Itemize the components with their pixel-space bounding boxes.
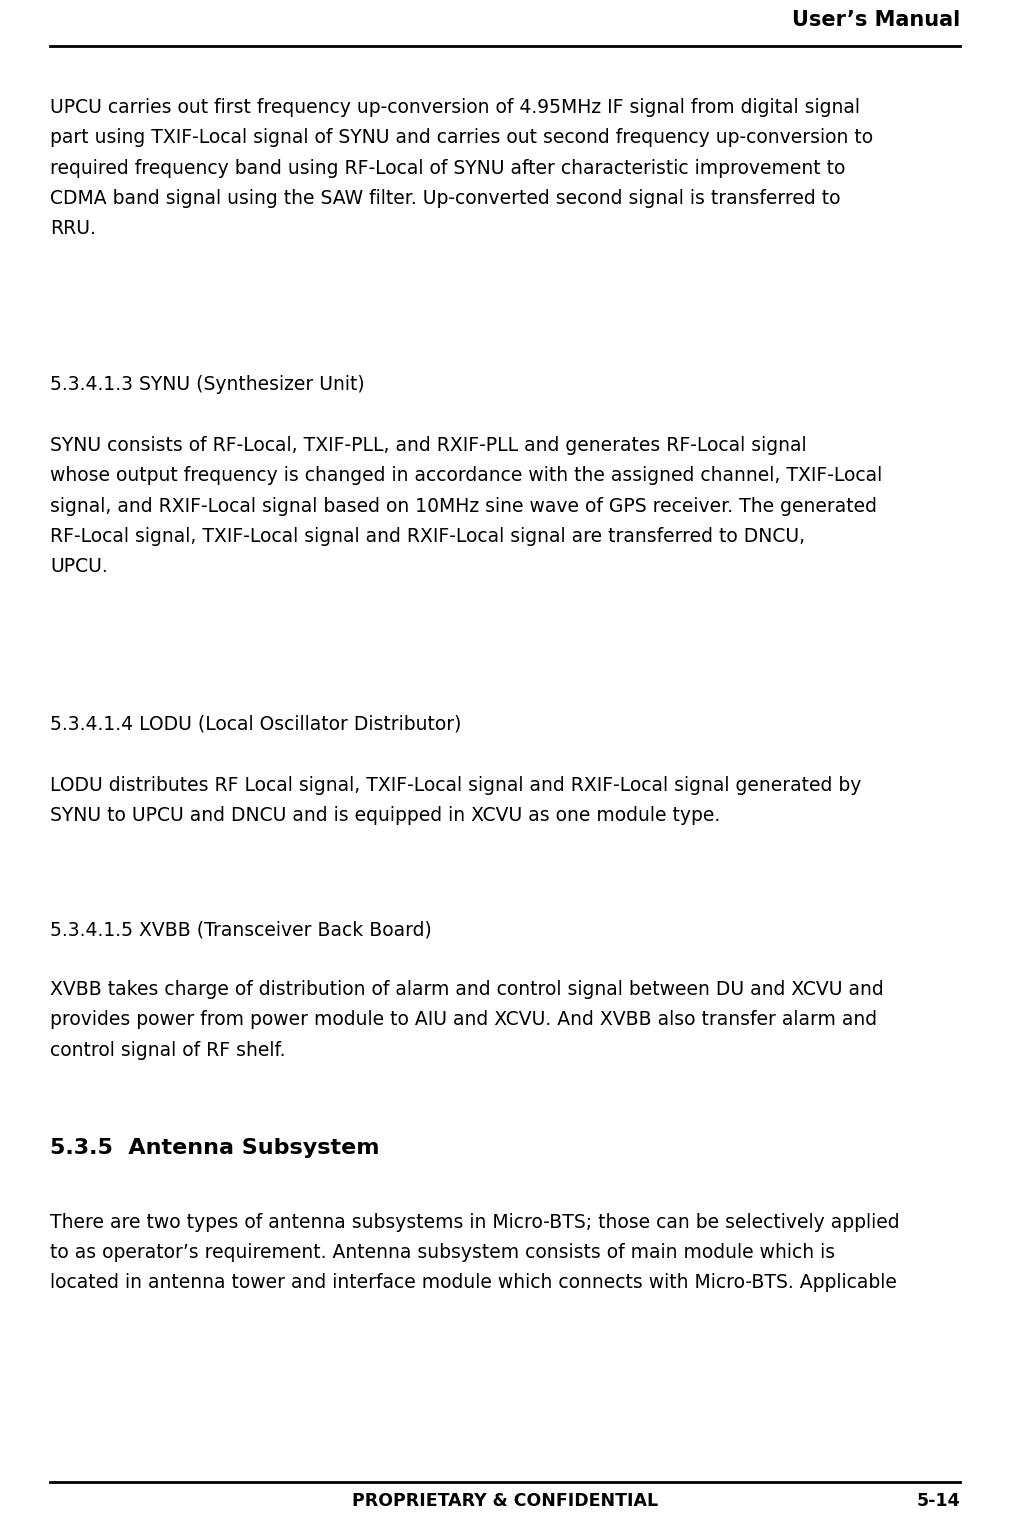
- Text: 5.3.5  Antenna Subsystem: 5.3.5 Antenna Subsystem: [50, 1139, 380, 1158]
- Text: PROPRIETARY & CONFIDENTIAL: PROPRIETARY & CONFIDENTIAL: [351, 1492, 659, 1510]
- Text: 5.3.4.1.3 SYNU (Synthesizer Unit): 5.3.4.1.3 SYNU (Synthesizer Unit): [50, 374, 365, 394]
- Text: There are two types of antenna subsystems in Micro-BTS; those can be selectively: There are two types of antenna subsystem…: [50, 1213, 900, 1293]
- Text: 5-14: 5-14: [916, 1492, 960, 1510]
- Text: User’s Manual: User’s Manual: [792, 11, 960, 30]
- Text: UPCU carries out first frequency up-conversion of 4.95MHz IF signal from digital: UPCU carries out first frequency up-conv…: [50, 99, 873, 238]
- Text: LODU distributes RF Local signal, TXIF-Local signal and RXIF-Local signal genera: LODU distributes RF Local signal, TXIF-L…: [50, 776, 862, 825]
- Text: 5.3.4.1.4 LODU (Local Oscillator Distributor): 5.3.4.1.4 LODU (Local Oscillator Distrib…: [50, 714, 462, 734]
- Text: SYNU consists of RF-Local, TXIF-PLL, and RXIF-PLL and generates RF-Local signal
: SYNU consists of RF-Local, TXIF-PLL, and…: [50, 437, 883, 576]
- Text: XVBB takes charge of distribution of alarm and control signal between DU and XCV: XVBB takes charge of distribution of ala…: [50, 979, 884, 1060]
- Text: 5.3.4.1.5 XVBB (Transceiver Back Board): 5.3.4.1.5 XVBB (Transceiver Back Board): [50, 920, 431, 938]
